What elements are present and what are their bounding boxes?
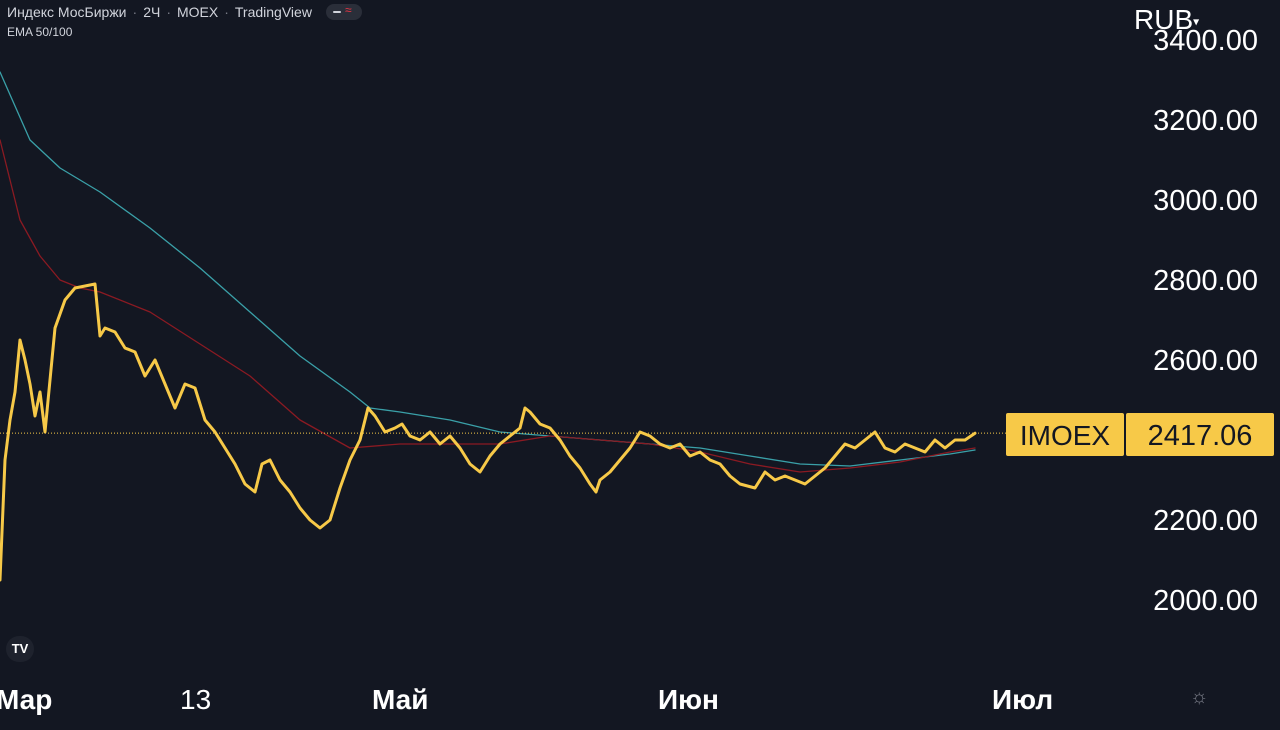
y-tick-label: 2000.00 <box>1153 585 1258 617</box>
separator-dot: · <box>132 4 138 20</box>
ticker-label-box <box>1006 413 1124 456</box>
x-tick-label: Июл <box>992 684 1053 715</box>
y-tick-label: 2600.00 <box>1153 345 1258 377</box>
price-axis: 2000.00 2200.00 2600.00 2800.00 3000.00 3200.… <box>1153 25 1258 617</box>
time-axis: Мар 13 Май Июн Июл <box>0 684 1053 715</box>
separator-dot: · <box>224 4 229 20</box>
y-tick-label: 3200.00 <box>1153 105 1258 137</box>
exchange-label: MOEX <box>176 4 219 20</box>
price-axis-panel[interactable] <box>1125 0 1280 668</box>
x-tick-label: Июн <box>658 684 719 715</box>
source-label: TradingView <box>234 4 312 20</box>
y-tick-label: 2200.00 <box>1153 505 1258 537</box>
currency-label[interactable]: RUB <box>1134 4 1194 35</box>
last-price-label: IMOEX 2417.06 <box>1006 413 1274 456</box>
minus-icon <box>332 11 341 13</box>
visibility-toggle-icon[interactable]: ≈ <box>325 3 362 20</box>
series-line-ema-100 <box>0 71 976 467</box>
x-tick-label: Май <box>372 684 428 715</box>
x-tick-label: Мар <box>0 684 52 715</box>
series-line-imoex <box>0 282 977 582</box>
wave-icon: ≈ <box>344 3 352 17</box>
interval-label[interactable]: 2Ч <box>143 4 161 20</box>
settings-icon[interactable]: ☼ <box>1190 686 1209 708</box>
indicator-legend[interactable]: EMA 50/100 <box>7 25 73 39</box>
ticker-label: IMOEX <box>1020 420 1111 451</box>
y-tick-label: 3400.00 <box>1153 25 1258 57</box>
separator-dot: · <box>166 4 171 20</box>
plot-area <box>0 71 1125 582</box>
tradingview-logo-icon[interactable]: TV <box>6 636 34 662</box>
time-axis-panel[interactable] <box>0 668 1280 730</box>
symbol-name[interactable]: Индекс МосБиржи <box>7 4 127 20</box>
x-tick-label: 13 <box>180 684 211 715</box>
chevron-down-icon[interactable]: ▾ <box>1193 14 1200 29</box>
series-line-ema-50 <box>0 139 976 473</box>
price-label-box <box>1126 413 1274 456</box>
currency-selector[interactable]: RUB▾ <box>1134 4 1199 36</box>
symbol-title-row[interactable]: Индекс МосБиржи · 2Ч · MOEX · TradingVie… <box>7 3 362 20</box>
y-tick-label: 3000.00 <box>1153 185 1258 217</box>
y-tick-label: 2800.00 <box>1153 265 1258 297</box>
chart-header: Индекс МосБиржи · 2Ч · MOEX · TradingVie… <box>7 3 362 39</box>
last-price-value: 2417.06 <box>1148 420 1253 452</box>
